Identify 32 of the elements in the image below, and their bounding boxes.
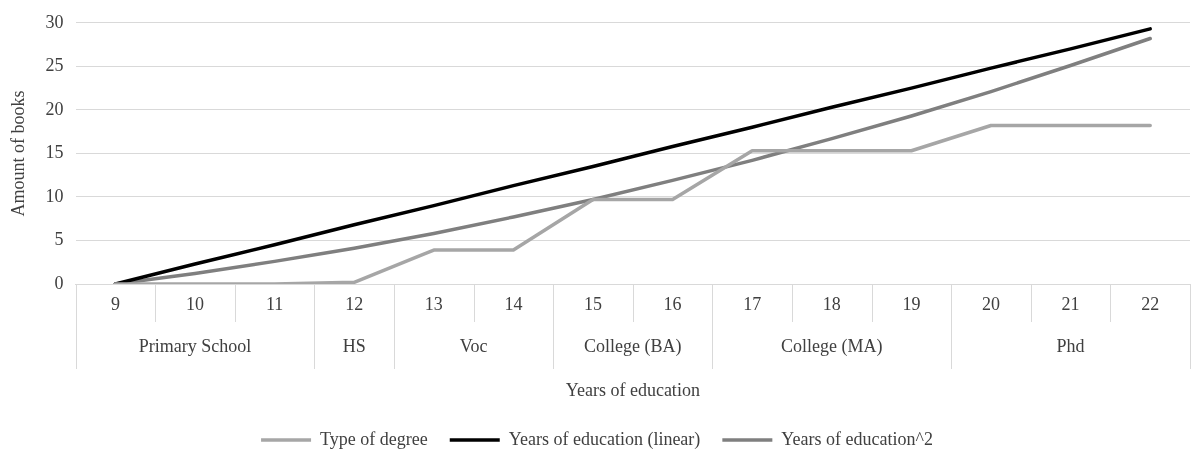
x-tick-label: 20 — [982, 293, 1000, 314]
text: Voc — [459, 335, 488, 356]
text: College (BA) — [584, 335, 682, 357]
legend-label: Type of degree — [320, 428, 428, 449]
x-tick-label: 11 — [265, 293, 284, 314]
x-tick-label: 10 — [186, 293, 204, 314]
y-tick-label: 20 — [45, 98, 64, 119]
x-tick-label: 15 — [584, 293, 602, 314]
text: Primary School — [138, 335, 252, 356]
text: College (MA) — [781, 335, 883, 357]
y-axis-title: Amount of books — [7, 90, 28, 217]
x-tick-label: 18 — [822, 293, 841, 314]
legend-label: Years of education^2 — [781, 428, 933, 449]
text: HS — [342, 335, 366, 356]
x-tick-label: 13 — [424, 293, 443, 314]
text: Phd — [1056, 335, 1085, 356]
legend-label: Years of education (linear) — [508, 428, 701, 450]
y-tick-label: 10 — [45, 185, 64, 206]
y-tick-label: 25 — [45, 55, 64, 76]
x-tick-label: 9 — [110, 293, 120, 314]
x-tick-label: 17 — [743, 293, 762, 314]
x-tick-label: 21 — [1061, 293, 1080, 314]
x-tick-label: 16 — [663, 293, 682, 314]
y-tick-label: 0 — [54, 272, 64, 293]
x-tick-label: 12 — [345, 293, 364, 314]
x-axis-title: Years of education — [565, 379, 700, 400]
x-tick-label: 14 — [504, 293, 523, 314]
x-tick-label: 22 — [1141, 293, 1160, 314]
y-tick-label: 30 — [45, 11, 64, 32]
y-tick-label: 15 — [45, 142, 64, 163]
x-tick-label: 19 — [902, 293, 921, 314]
y-tick-label: 5 — [54, 229, 64, 250]
